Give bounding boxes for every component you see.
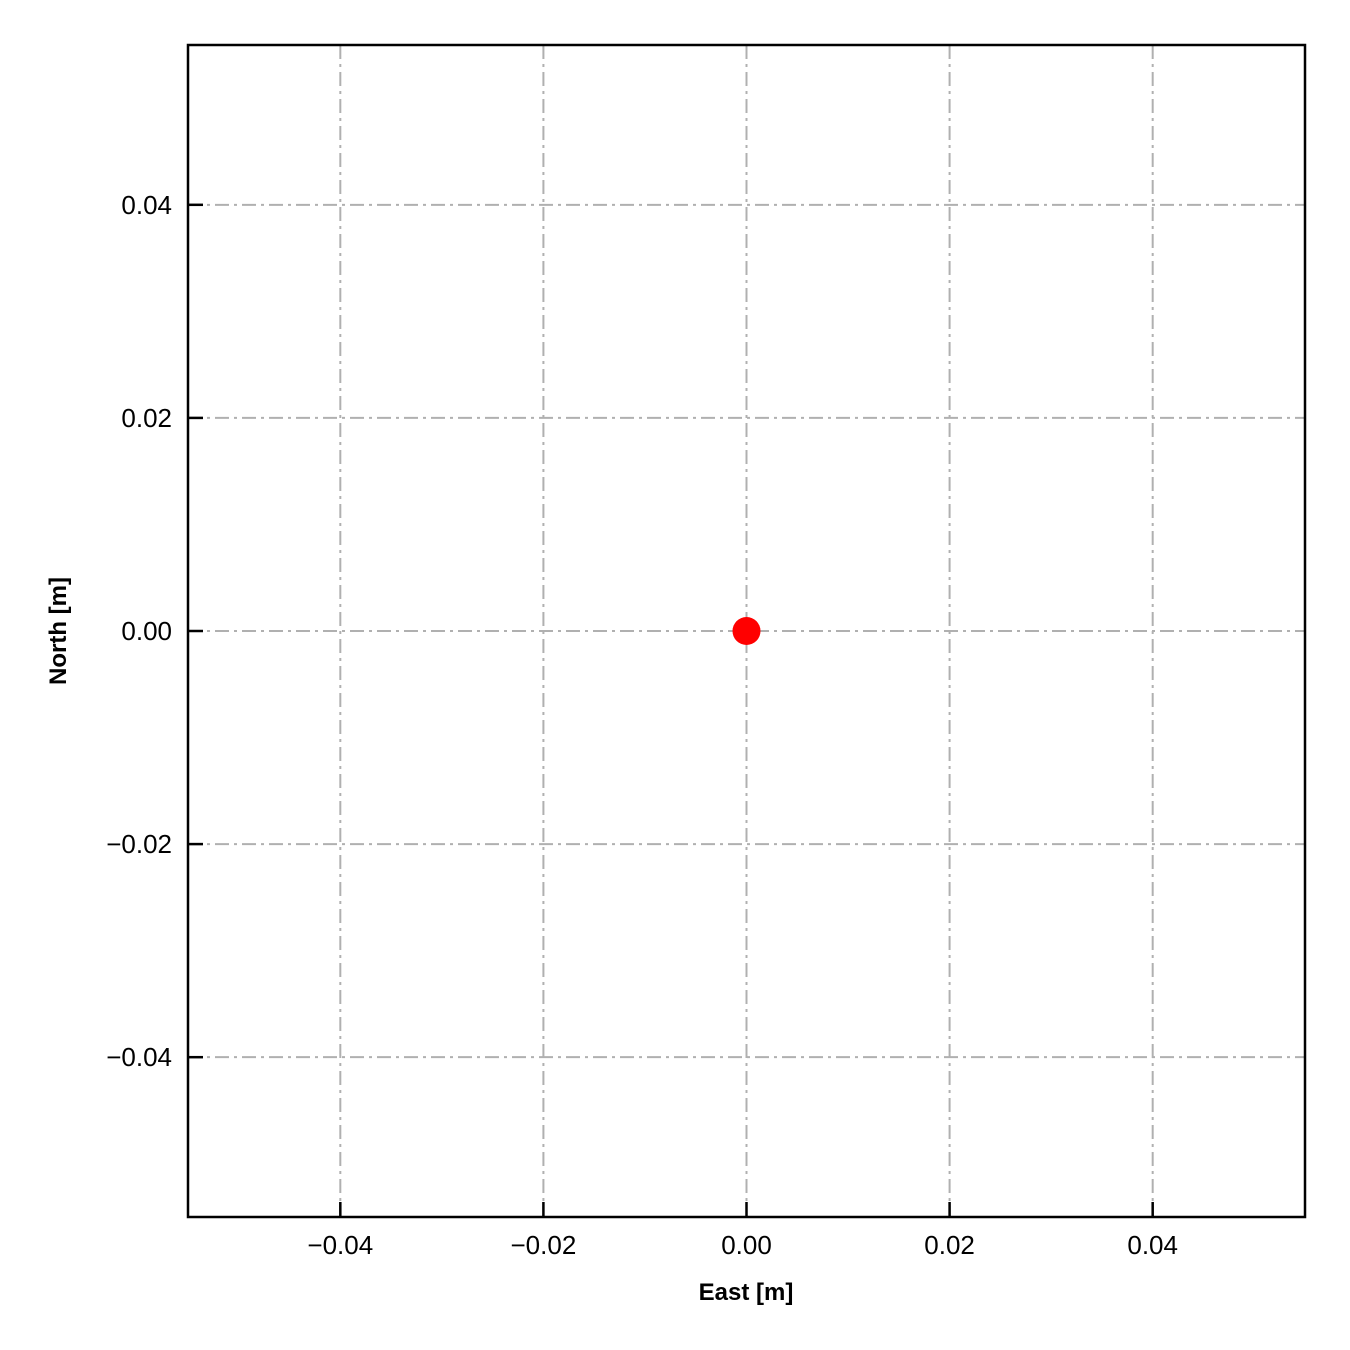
grid bbox=[188, 45, 1305, 1217]
y-tick-label: 0.02 bbox=[121, 403, 172, 433]
ticks bbox=[188, 203, 1154, 1217]
plot-frame bbox=[186, 43, 1307, 1219]
y-tick-label: −0.04 bbox=[106, 1042, 172, 1072]
x-tick-label: 0.02 bbox=[924, 1230, 975, 1260]
tick-labels: −0.04 −0.02 0.00 0.02 0.04 −0.04 −0.02 0.00 0.02… bbox=[106, 190, 1178, 1260]
y-tick-label: −0.02 bbox=[106, 829, 172, 859]
x-tick-label: 0.00 bbox=[721, 1230, 772, 1260]
y-tick-label: 0.04 bbox=[121, 190, 172, 220]
data-point bbox=[732, 617, 761, 645]
points bbox=[732, 617, 761, 645]
x-tick-label: −0.04 bbox=[307, 1230, 373, 1260]
x-axis-label: East [m] bbox=[699, 1279, 794, 1306]
y-axis-label: North [m] bbox=[45, 577, 72, 685]
y-tick-label: 0.00 bbox=[121, 616, 172, 646]
x-tick-label: 0.04 bbox=[1127, 1230, 1178, 1260]
x-tick-label: −0.02 bbox=[511, 1230, 577, 1260]
